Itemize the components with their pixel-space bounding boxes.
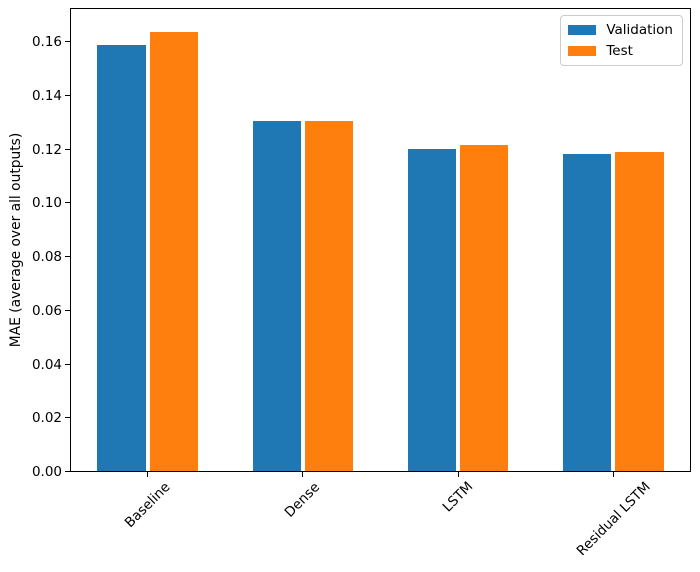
- bar-validation-lstm: [407, 149, 456, 471]
- x-tick-mark: [457, 472, 459, 477]
- y-tick-mark: [65, 41, 70, 42]
- y-tick-label: 0.02: [31, 410, 62, 427]
- x-tick-mark: [302, 472, 304, 477]
- legend-swatch-test: [568, 46, 597, 56]
- legend: Validation Test: [560, 15, 683, 66]
- y-tick-mark: [65, 310, 70, 311]
- y-tick-mark: [65, 471, 70, 472]
- x-tick-label: Dense: [282, 479, 324, 521]
- y-tick-label: 0.04: [31, 356, 62, 373]
- x-tick-label: LSTM: [439, 478, 477, 516]
- y-tick-label: 0.12: [31, 141, 62, 158]
- y-tick-mark: [65, 417, 70, 418]
- legend-label: Validation: [606, 22, 673, 38]
- y-tick-mark: [65, 256, 70, 257]
- y-tick-mark: [65, 364, 70, 365]
- bar-test-residual-lstm: [615, 151, 664, 471]
- bar-test-dense: [305, 120, 354, 471]
- x-tick-label: Residual LSTM: [573, 478, 654, 559]
- bar-validation-baseline: [97, 44, 146, 471]
- y-tick-label: 0.16: [31, 34, 62, 51]
- bar-test-lstm: [460, 144, 509, 471]
- legend-label: Test: [606, 43, 633, 59]
- bar-validation-residual-lstm: [562, 153, 611, 471]
- y-tick-mark: [65, 149, 70, 150]
- y-tick-label: 0.00: [31, 464, 62, 480]
- y-tick-label: 0.14: [31, 87, 62, 104]
- bar-validation-dense: [252, 120, 301, 471]
- x-tick-mark: [147, 472, 149, 477]
- bar-test-baseline: [150, 32, 199, 471]
- y-tick-mark: [65, 95, 70, 96]
- y-tick-label: 0.10: [31, 195, 62, 212]
- x-tick-label: Baseline: [122, 478, 174, 531]
- x-tick-mark: [612, 472, 614, 477]
- legend-item-validation: Validation: [568, 21, 673, 39]
- y-tick-mark: [65, 202, 70, 203]
- legend-swatch-validation: [568, 25, 597, 35]
- y-tick-label: 0.08: [31, 249, 62, 266]
- legend-item-test: Test: [568, 42, 673, 60]
- y-tick-label: 0.06: [31, 302, 62, 319]
